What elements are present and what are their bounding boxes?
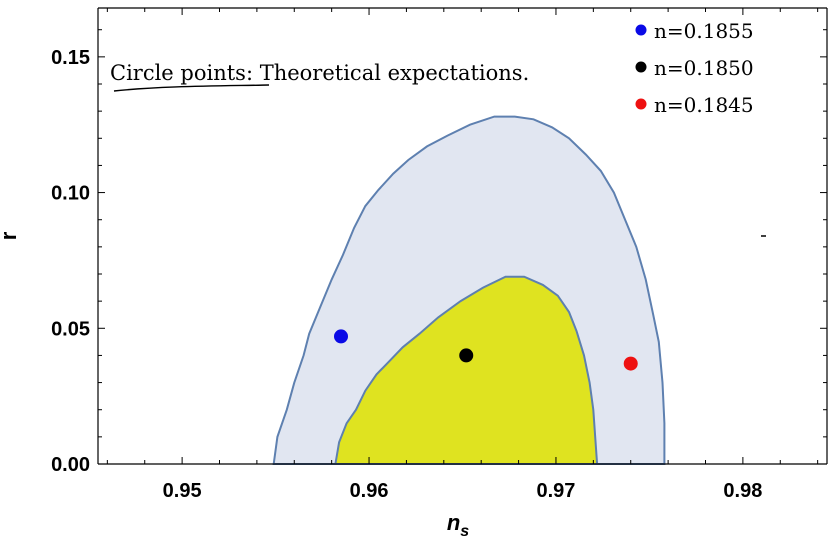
confidence-regions [272, 115, 666, 465]
data-points [334, 329, 638, 371]
x-axis-ticks: 0.95 0.96 0.97 0.98 [106, 8, 819, 502]
y-tick-label: 0.05 [51, 318, 90, 340]
annotation-underline [113, 84, 270, 92]
annotation-text: Circle points: Theoretical expectations. [110, 61, 529, 85]
x-tick-label: 0.95 [163, 480, 202, 502]
annotation-underlined-text: Circle points: [110, 61, 253, 85]
x-tick-label: 0.98 [723, 480, 762, 502]
y-axis-title: r [0, 231, 21, 240]
legend-label: n=0.1855 [654, 19, 754, 43]
legend-marker [635, 98, 647, 110]
data-point [623, 356, 638, 371]
data-point [334, 329, 348, 344]
y-tick-label: 0.00 [51, 454, 90, 476]
x-axis-title: ns [447, 510, 469, 540]
data-point [459, 348, 474, 363]
legend-label: n=0.1845 [654, 93, 754, 117]
contour-inner [334, 275, 599, 465]
y-axis-ticks: 0.00 0.05 0.10 0.15 [51, 29, 827, 476]
y-tick-label: 0.10 [51, 183, 90, 205]
annotation-rest-text: Theoretical expectations. [253, 61, 529, 85]
legend-marker [635, 61, 647, 73]
x-axis-title-subscript: s [460, 523, 469, 540]
x-tick-label: 0.96 [350, 480, 389, 502]
legend: n=0.1855 n=0.1850 n=0.1845 [635, 19, 754, 117]
x-tick-label: 0.97 [536, 480, 575, 502]
legend-marker [635, 24, 647, 36]
y-tick-label: 0.15 [51, 47, 90, 69]
legend-label: n=0.1850 [654, 56, 754, 80]
x-axis-title-main: n [447, 510, 460, 535]
